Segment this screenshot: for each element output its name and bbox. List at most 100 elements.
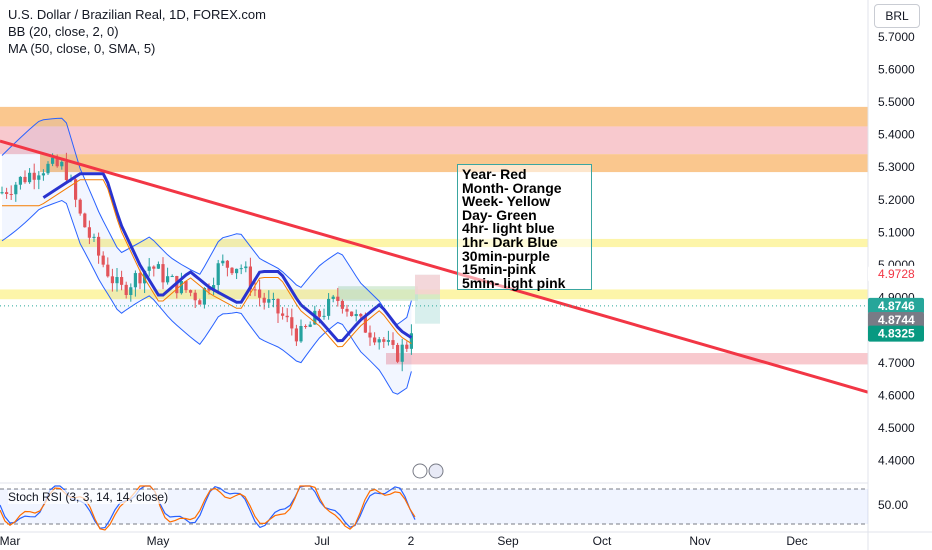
bb-indicator-label: BB (20, close, 2, 0) xyxy=(8,24,119,39)
candle xyxy=(271,298,275,300)
candle xyxy=(189,290,193,293)
candle xyxy=(120,277,124,285)
price-label-bg xyxy=(868,325,924,342)
candle xyxy=(143,270,147,284)
x-tick-label: Mar xyxy=(0,534,20,548)
rsi-level-label: 50.00 xyxy=(878,498,908,512)
bb-fill xyxy=(2,118,412,395)
price-label: 4.9728 xyxy=(878,267,915,281)
candle xyxy=(198,300,202,305)
candle xyxy=(92,236,96,238)
candle xyxy=(308,324,312,327)
annotation-line: Month- Orange xyxy=(462,179,562,196)
y-tick-label: 5.4000 xyxy=(878,128,915,142)
price-label-bg xyxy=(868,297,924,314)
candle xyxy=(345,308,349,312)
candle xyxy=(350,311,354,317)
candle xyxy=(110,276,114,284)
year-zone xyxy=(0,126,868,155)
x-tick-label: Dec xyxy=(786,534,807,548)
x-tick-label: Sep xyxy=(497,534,519,548)
candle xyxy=(78,199,82,214)
x-tick-label: Oct xyxy=(593,534,612,548)
candle xyxy=(0,192,4,194)
candle xyxy=(396,344,400,362)
candle xyxy=(258,289,262,298)
day-zone-box xyxy=(338,286,418,301)
chart-legend: U.S. Dollar / Brazilian Real, 1D, FOREX.… xyxy=(8,6,266,57)
candle xyxy=(28,172,32,183)
us-flag-event-icon xyxy=(428,463,444,479)
price-label: 4.8325 xyxy=(878,327,915,341)
bb-upper-line xyxy=(1,117,412,325)
y-tick-label: 4.5000 xyxy=(878,421,915,435)
candle xyxy=(244,266,248,269)
candle xyxy=(166,276,170,283)
price-label-bg xyxy=(868,265,924,282)
candle xyxy=(216,263,220,286)
candle xyxy=(327,298,331,316)
candle xyxy=(161,264,165,283)
candle xyxy=(202,288,206,305)
candle xyxy=(377,339,381,343)
annotation-line: 30min-purple xyxy=(462,247,550,264)
candle xyxy=(179,281,183,294)
ma-line xyxy=(42,172,413,343)
candle xyxy=(23,176,27,183)
candle xyxy=(124,284,128,295)
candle xyxy=(253,289,257,291)
candle xyxy=(359,313,363,317)
candle xyxy=(230,267,234,274)
annotation-line: Year- Red xyxy=(462,166,527,182)
candle xyxy=(207,288,211,291)
price-label: 4.8744 xyxy=(878,313,915,327)
candle xyxy=(368,332,372,338)
candle xyxy=(129,287,133,295)
candle xyxy=(386,340,390,342)
x-tick-label: Jul xyxy=(314,534,329,548)
lightning-event-icon xyxy=(412,463,428,479)
candle xyxy=(60,161,64,167)
candle xyxy=(156,264,160,269)
month-zone xyxy=(0,106,868,127)
candle xyxy=(97,236,101,256)
candle xyxy=(14,184,18,195)
year-zone xyxy=(386,353,868,365)
candle xyxy=(115,277,119,284)
candle xyxy=(340,301,344,309)
candle xyxy=(405,344,409,349)
candle xyxy=(32,172,36,180)
candle xyxy=(248,266,252,290)
candle xyxy=(225,260,229,268)
symbol-title: U.S. Dollar / Brazilian Real, 1D, FOREX.… xyxy=(8,7,266,22)
annotation-line: 15min-pink xyxy=(462,261,536,278)
candle xyxy=(55,157,59,167)
currency-button[interactable]: BRL xyxy=(874,4,920,28)
risk-zone-box xyxy=(415,274,440,295)
annotation-line: 1hr- Dark Blue xyxy=(462,233,558,250)
stoch-rsi-label: Stoch RSI (3, 3, 14, 14, close) xyxy=(8,490,169,504)
candle xyxy=(317,310,321,317)
candle xyxy=(285,315,289,318)
x-tick-label: May xyxy=(147,534,170,548)
ma-indicator-label: MA (50, close, 0, SMA, 5) xyxy=(8,41,156,56)
candle xyxy=(9,193,13,195)
year-trendline xyxy=(0,139,869,394)
legend-annotation-box: Year- Red Month- Orange Week- Yellow Day… xyxy=(457,164,592,290)
candle xyxy=(170,276,174,278)
candle xyxy=(37,175,41,180)
candle xyxy=(331,296,335,299)
annotation-line: 4hr- light blue xyxy=(462,220,555,237)
candle xyxy=(87,227,91,238)
candle xyxy=(138,273,142,284)
candle xyxy=(382,339,386,342)
candle xyxy=(336,296,340,302)
annotation-line: Week- Yellow xyxy=(462,193,551,210)
candle xyxy=(184,281,188,291)
candle xyxy=(235,268,239,274)
candle xyxy=(5,192,9,194)
annotation-line: 5min- light pink xyxy=(462,274,566,291)
candle xyxy=(276,298,280,314)
candle xyxy=(409,333,413,349)
